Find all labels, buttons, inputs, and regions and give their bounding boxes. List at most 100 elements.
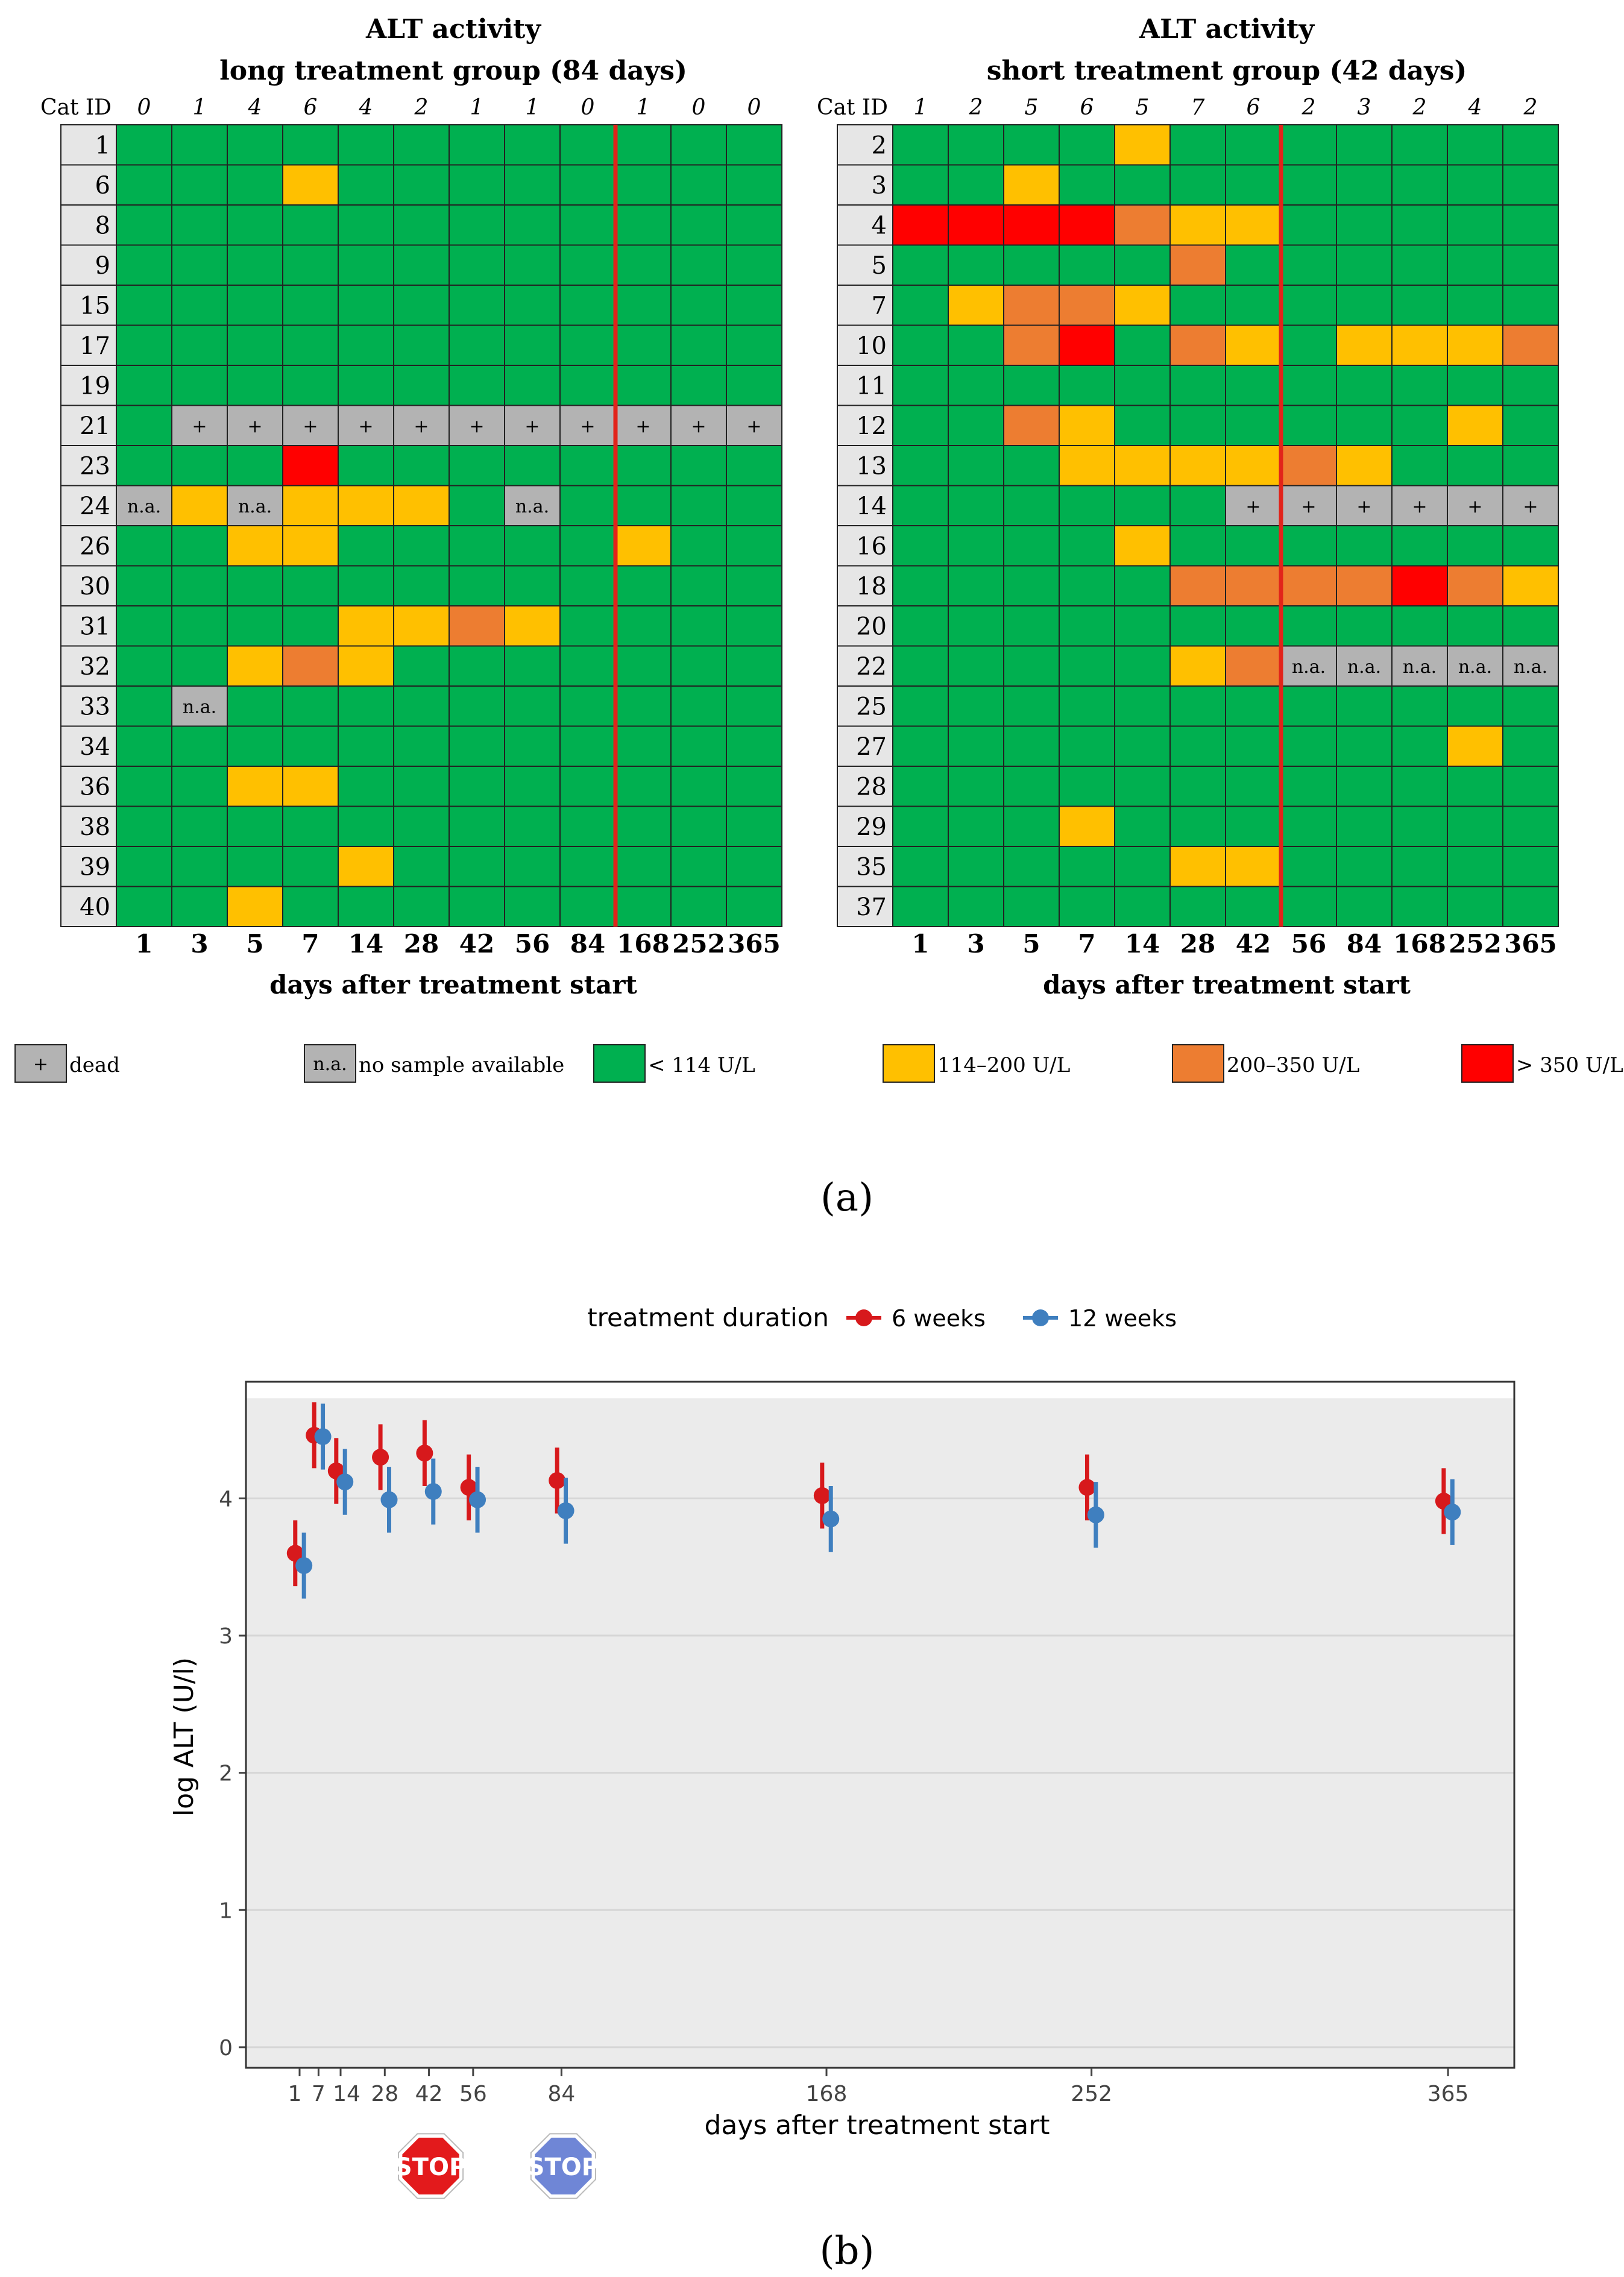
heatmap-cell [726,725,782,767]
heatmap-cell [948,766,1004,807]
dead-marker: + [414,416,429,437]
heatmap-cell [1280,685,1337,727]
heatmap-cell [338,324,394,366]
data-point [1078,1479,1096,1496]
heatmap-cell [1280,164,1337,206]
day-label: 42 [1236,929,1271,959]
heatmap-cell [892,766,949,807]
heatmap-cell [1391,365,1448,406]
cat-id-label: 3 [872,172,887,200]
heatmap-cell [1336,324,1393,366]
heatmap-cell [393,485,450,526]
dead-marker: + [192,416,207,437]
heatmap-cell [227,365,283,406]
heatmap-cell [282,805,339,847]
dead-marker: + [1523,496,1538,517]
cat-id-label: 16 [856,532,887,560]
heatmap-cell [338,164,394,206]
heatmap-cell [338,525,394,567]
heatmap-cell [1391,685,1448,727]
count-label: 0 [692,95,706,120]
heatmap-cell [615,244,672,286]
heatmap-cell [1225,725,1282,767]
cat-id-cell [60,886,117,927]
heatmap-cell [1059,285,1115,326]
heatmap-cell [1114,605,1171,647]
heatmap-cell [1391,605,1448,647]
heatmap-cell [338,445,394,487]
legend-label: > 350 U/L [1516,1053,1623,1077]
heatmap-cell [1003,324,1060,366]
heatmap-cell [1336,204,1393,246]
heatmap-cell [448,766,505,807]
heatmap-cell [1059,525,1115,567]
heatmap-cell [559,204,616,246]
day-label: 28 [404,929,439,959]
heatmap-cell [726,124,782,166]
data-point [1444,1504,1461,1521]
heatmap-cell [670,244,727,286]
heatmap-cell [1114,204,1171,246]
cat-id-label: 38 [80,813,110,841]
cat-id-cell [837,525,893,567]
legend-key-dot [855,1309,872,1326]
heatmap-cell [504,886,561,927]
day-label: 1 [911,929,929,959]
heatmap-cell [1003,605,1060,647]
heatmap-cell [227,766,283,807]
heatmap-cell [116,565,172,606]
heatmap-cell [1391,525,1448,567]
heatmap-cell [1169,285,1226,326]
heatmap-cell [1502,164,1559,206]
cat-id-label: 6 [95,172,110,200]
heatmap-cell [1502,124,1559,166]
heatmap-cell [559,605,616,647]
heatmap-cell [615,805,672,847]
heatmap-cell [1447,204,1503,246]
heatmap-cell [1114,725,1171,767]
heatmap-cell [338,285,394,326]
heatmap-cell [171,565,228,606]
heatmap-cell [504,605,561,647]
heatmap-subtitle: long treatment group (84 days) [219,55,687,86]
x-axis-label: days after treatment start [704,2110,1050,2141]
heatmap-cell [948,685,1004,727]
heatmap-cell [448,285,505,326]
heatmap-cell [670,324,727,366]
heatmap-cell [116,164,172,206]
heatmap-cell [448,244,505,286]
cat-id-label: 33 [80,693,110,720]
heatmap-cell [948,725,1004,767]
heatmap-cell [1059,244,1115,286]
day-label: 3 [967,929,984,959]
legend-swatch-text: + [33,1054,48,1075]
heatmap-xlabel: days after treatment start [269,970,637,1000]
heatmap-cell [559,766,616,807]
heatmap-cell [338,405,394,446]
heatmap-cell [1114,405,1171,446]
heatmap-cell [559,725,616,767]
data-point [314,1428,332,1446]
heatmap-cell [1280,565,1337,606]
x-tick-label: 84 [547,2082,575,2106]
heatmap-cell [1114,124,1171,166]
heatmap-cell [1280,725,1337,767]
cat-id-cell [60,124,117,166]
heatmap-cell [1336,244,1393,286]
count-label: 4 [248,95,262,120]
heatmap-cell [1059,204,1115,246]
heatmap-cell [559,365,616,406]
heatmap-cell [504,725,561,767]
heatmap-cell [227,525,283,567]
heatmap-cell [892,445,949,487]
count-label: 5 [1136,95,1150,120]
heatmap-cell [948,565,1004,606]
cat-id-label: 22 [856,653,887,681]
heatmap-cell [1447,244,1503,286]
heatmap-cell [1059,645,1115,687]
heatmap-cell [1225,685,1282,727]
heatmap-cell [615,565,672,606]
heatmap-cell [1169,164,1226,206]
dead-marker: + [691,416,706,437]
heatmap-cell [948,124,1004,166]
